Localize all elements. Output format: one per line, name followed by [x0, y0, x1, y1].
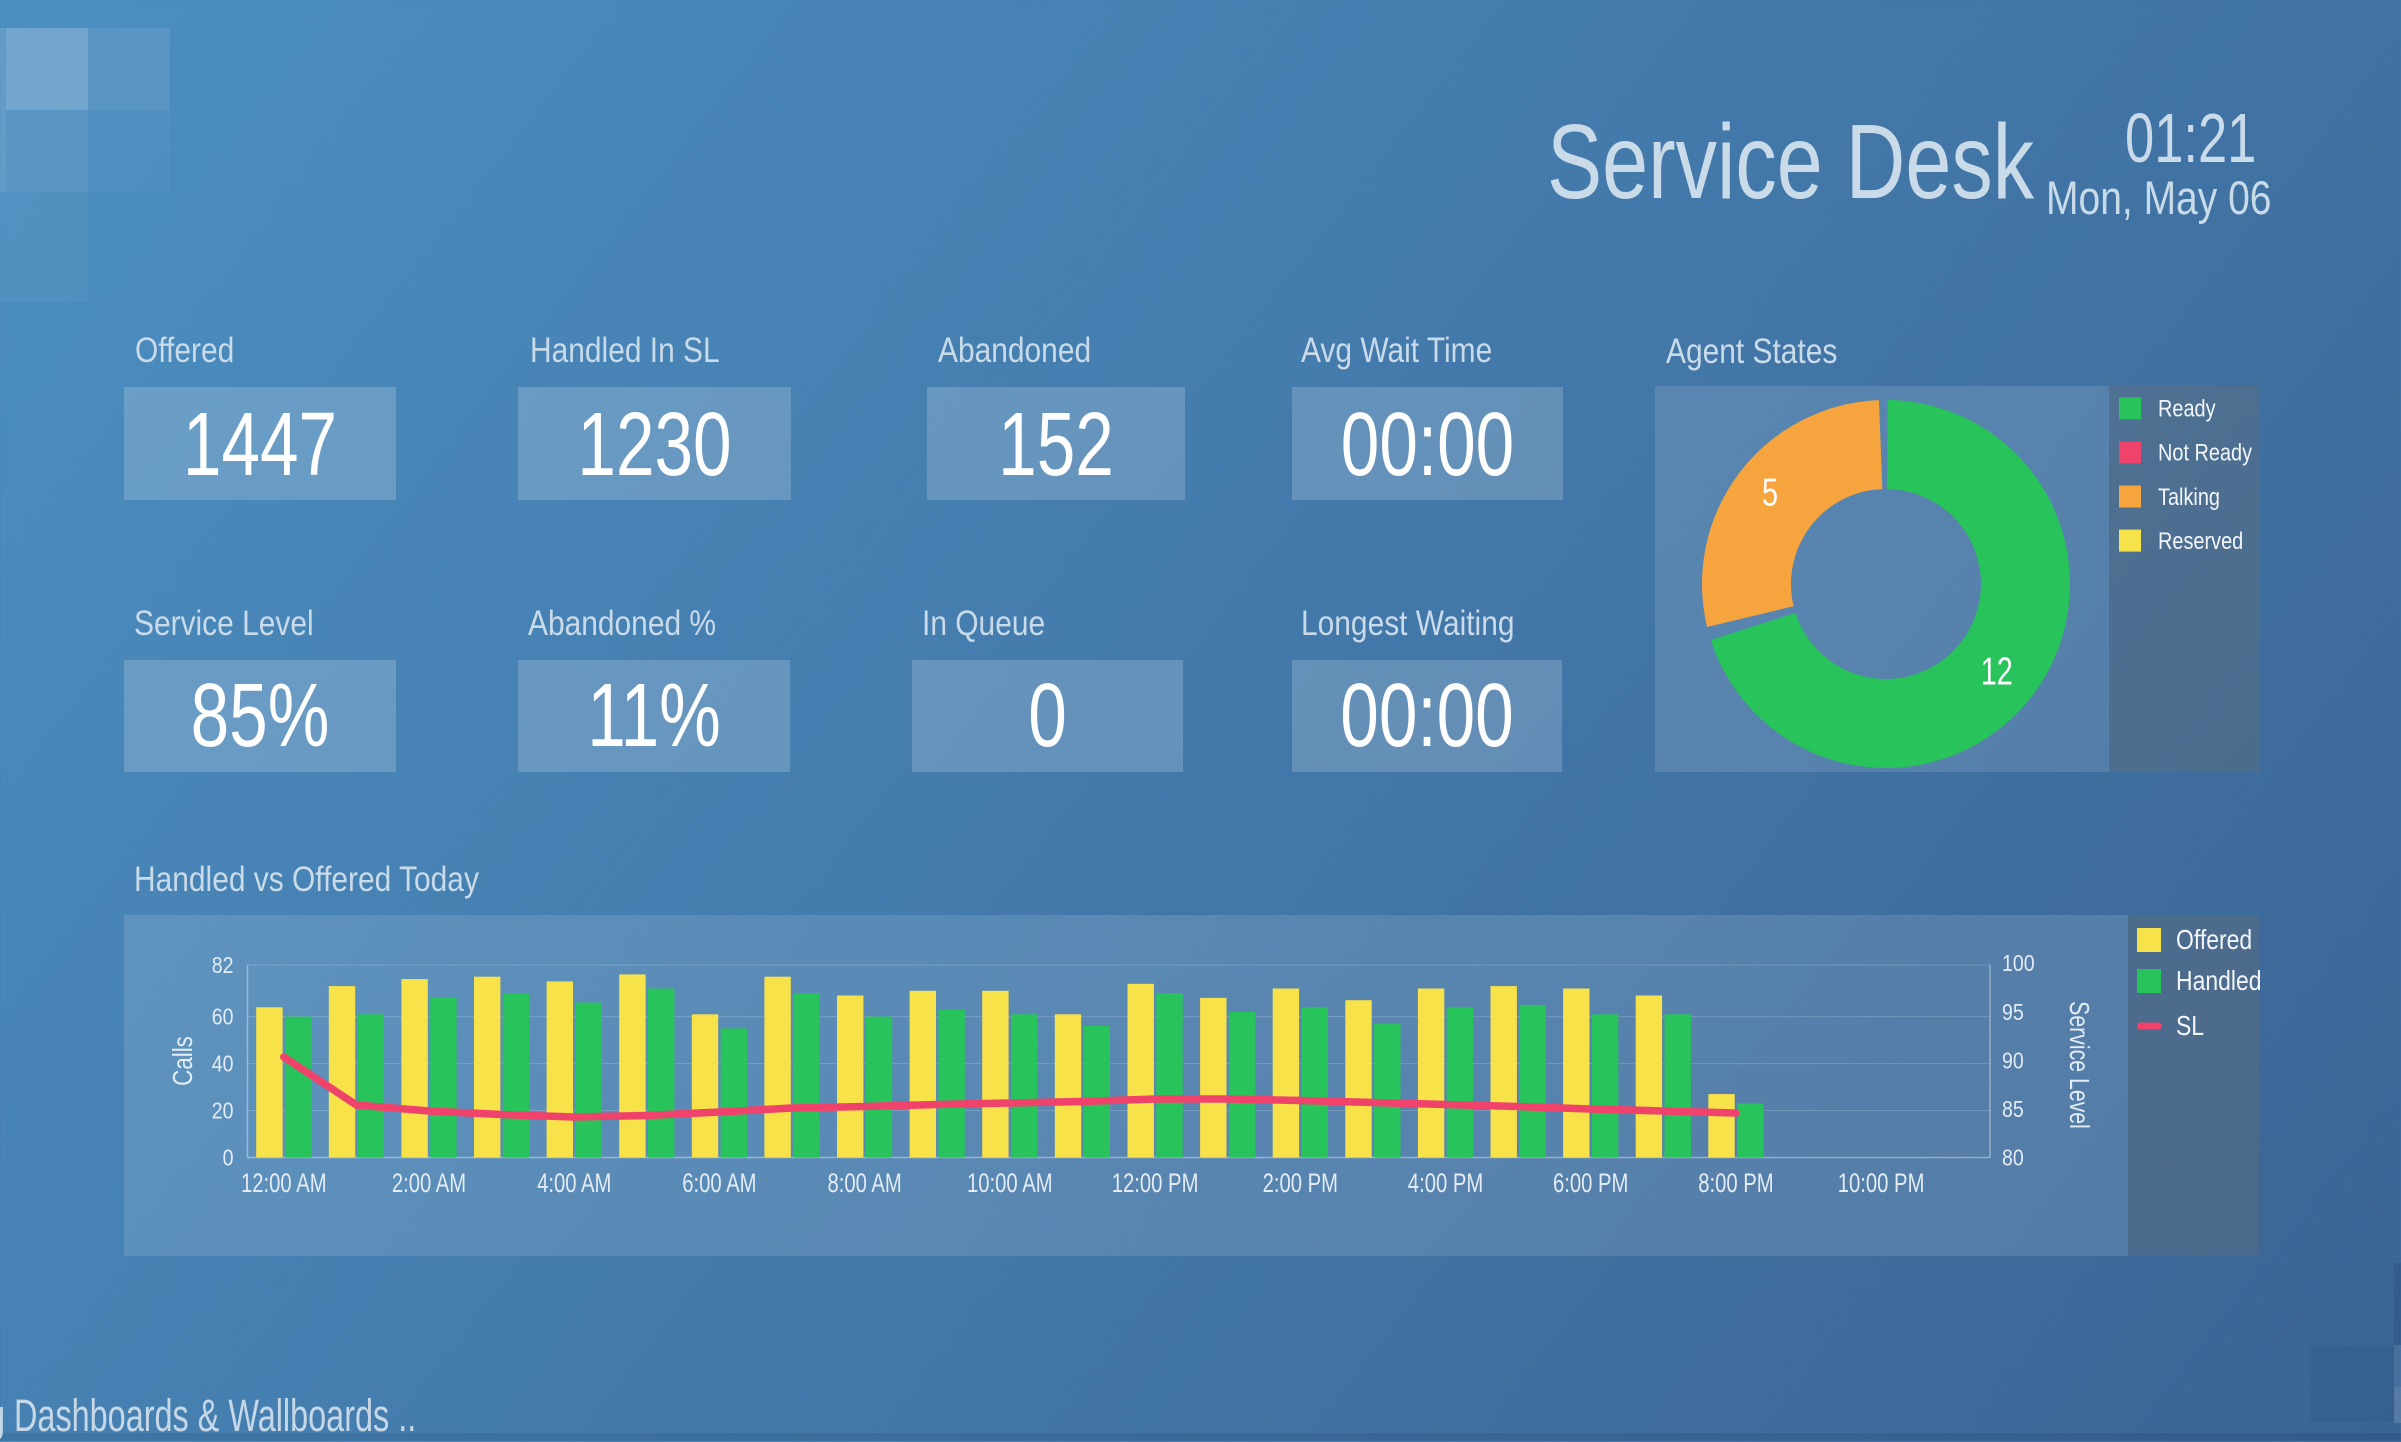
svg-text:12:00 PM: 12:00 PM [1112, 1168, 1199, 1199]
svg-text:2:00 PM: 2:00 PM [1263, 1168, 1338, 1199]
svg-text:Talking: Talking [2158, 483, 2220, 510]
svg-text:Offered: Offered [2176, 925, 2252, 956]
svg-text:6:00 AM: 6:00 AM [682, 1168, 756, 1199]
svg-text:60: 60 [212, 1004, 234, 1030]
svg-text:20: 20 [212, 1098, 234, 1124]
svg-text:0: 0 [223, 1145, 234, 1171]
svg-text:8:00 PM: 8:00 PM [1698, 1168, 1773, 1199]
svg-text:12: 12 [1981, 650, 2013, 693]
svg-text:8:00 AM: 8:00 AM [827, 1168, 901, 1199]
svg-text:12:00 AM: 12:00 AM [241, 1168, 327, 1199]
svg-text:85: 85 [2002, 1097, 2024, 1123]
svg-text:5: 5 [1762, 471, 1778, 514]
svg-text:40: 40 [212, 1051, 234, 1077]
svg-text:Calls: Calls [168, 1036, 199, 1086]
svg-text:4:00 AM: 4:00 AM [537, 1168, 611, 1199]
svg-text:6:00 PM: 6:00 PM [1553, 1168, 1628, 1199]
svg-text:Not Ready: Not Ready [2158, 439, 2252, 466]
svg-text:82: 82 [212, 953, 234, 979]
svg-text:Service Level: Service Level [2063, 1001, 2095, 1129]
svg-text:100: 100 [2002, 951, 2035, 977]
svg-text:SL: SL [2176, 1011, 2204, 1042]
svg-text:4:00 PM: 4:00 PM [1408, 1168, 1483, 1199]
svg-text:80: 80 [2002, 1145, 2024, 1171]
svg-text:Handled: Handled [2176, 966, 2261, 997]
svg-text:2:00 AM: 2:00 AM [392, 1168, 466, 1199]
svg-text:Ready: Ready [2158, 395, 2216, 422]
svg-text:Reserved: Reserved [2158, 527, 2243, 554]
svg-text:10:00 PM: 10:00 PM [1838, 1168, 1925, 1199]
svg-text:10:00 AM: 10:00 AM [967, 1168, 1053, 1199]
svg-text:95: 95 [2002, 999, 2024, 1025]
svg-text:90: 90 [2002, 1048, 2024, 1074]
